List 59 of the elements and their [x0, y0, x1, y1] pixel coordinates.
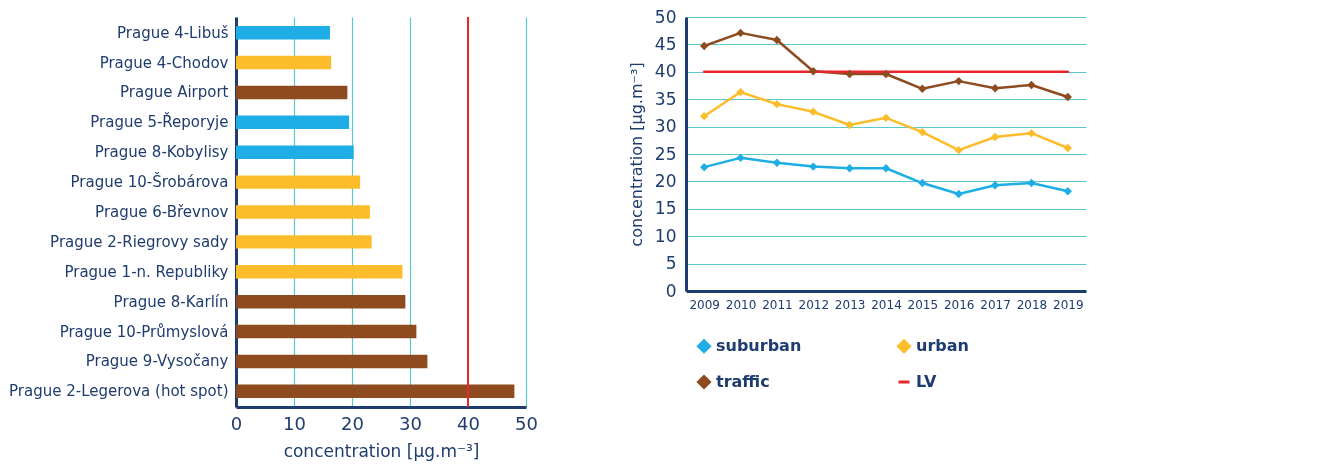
bar — [236, 115, 350, 130]
x-tick-label: 2010 — [725, 297, 757, 312]
y-tick-label: Prague 1-n. Republiky — [64, 262, 229, 281]
bar — [236, 205, 370, 219]
bar — [236, 265, 403, 279]
y-tick-label: Prague 8-Karlín — [113, 292, 229, 311]
x-tick-label: 2018 — [1016, 297, 1048, 312]
y-tick-label: Prague Airport — [119, 83, 229, 102]
bar — [236, 145, 354, 159]
x-tick-label: 2014 — [871, 297, 902, 312]
x-tick-label: 2016 — [943, 297, 975, 312]
x-tick-label: 30 — [399, 412, 422, 434]
y-tick-label: Prague 8-Kobylisy — [94, 143, 229, 162]
bar — [236, 324, 417, 339]
y-tick-label: Prague 5-Řeporyje — [90, 112, 229, 132]
x-tick-label: 2017 — [980, 297, 1011, 312]
y-tick-label: 5 — [665, 253, 677, 274]
x-tick-label: 2011 — [762, 297, 793, 312]
y-tick-label: 20 — [654, 170, 677, 191]
bar — [236, 294, 406, 309]
x-tick-label: 40 — [457, 412, 480, 434]
legend-label: traffic — [716, 372, 770, 391]
x-tick-label: 2009 — [689, 297, 720, 312]
bar — [236, 354, 428, 369]
y-axis-title: concentration [µg.m⁻³] — [626, 62, 646, 247]
legend-label: LV — [916, 372, 937, 391]
y-tick-label: 50 — [654, 6, 677, 27]
legend-label: suburban — [716, 336, 802, 356]
x-tick-label: 50 — [515, 412, 538, 434]
y-tick-label: Prague 9-Vysočany — [85, 352, 229, 371]
y-tick-label: 40 — [654, 61, 677, 82]
y-tick-label: Prague 10-Šrobárova — [70, 172, 229, 192]
x-tick-label: 2012 — [798, 297, 830, 312]
x-tick-label: 2015 — [907, 297, 939, 312]
y-tick-label: Prague 2-Riegrovy sady — [50, 232, 229, 251]
bar — [236, 85, 348, 100]
bar — [236, 55, 332, 70]
y-tick-label: 35 — [654, 88, 677, 109]
x-tick-label: 20 — [341, 412, 364, 434]
y-tick-label: 30 — [654, 116, 677, 137]
y-tick-label: Prague 4-Chodov — [99, 53, 229, 72]
y-tick-label: 45 — [654, 33, 677, 54]
x-tick-label: 2019 — [1053, 297, 1084, 312]
bar — [236, 235, 372, 249]
x-tick-label: 2013 — [834, 297, 866, 312]
legend-label: urban — [916, 336, 969, 356]
y-tick-label: 15 — [654, 198, 677, 219]
y-tick-label: Prague 10-Průmyslová — [59, 322, 229, 341]
x-tick-label: 10 — [283, 412, 306, 434]
x-tick-label: 0 — [230, 412, 243, 434]
y-tick-label: 25 — [654, 143, 677, 164]
bar — [236, 25, 330, 40]
y-tick-label: 10 — [654, 225, 677, 246]
y-tick-label: Prague 4-Libuš — [117, 23, 229, 42]
y-tick-label: Prague 2-Legerova (hot spot) — [9, 382, 229, 401]
bar — [236, 175, 361, 189]
x-axis-title: concentration [µg.m⁻³] — [283, 440, 480, 461]
bar — [236, 384, 515, 399]
y-tick-label: Prague 6-Břevnov — [95, 203, 229, 221]
